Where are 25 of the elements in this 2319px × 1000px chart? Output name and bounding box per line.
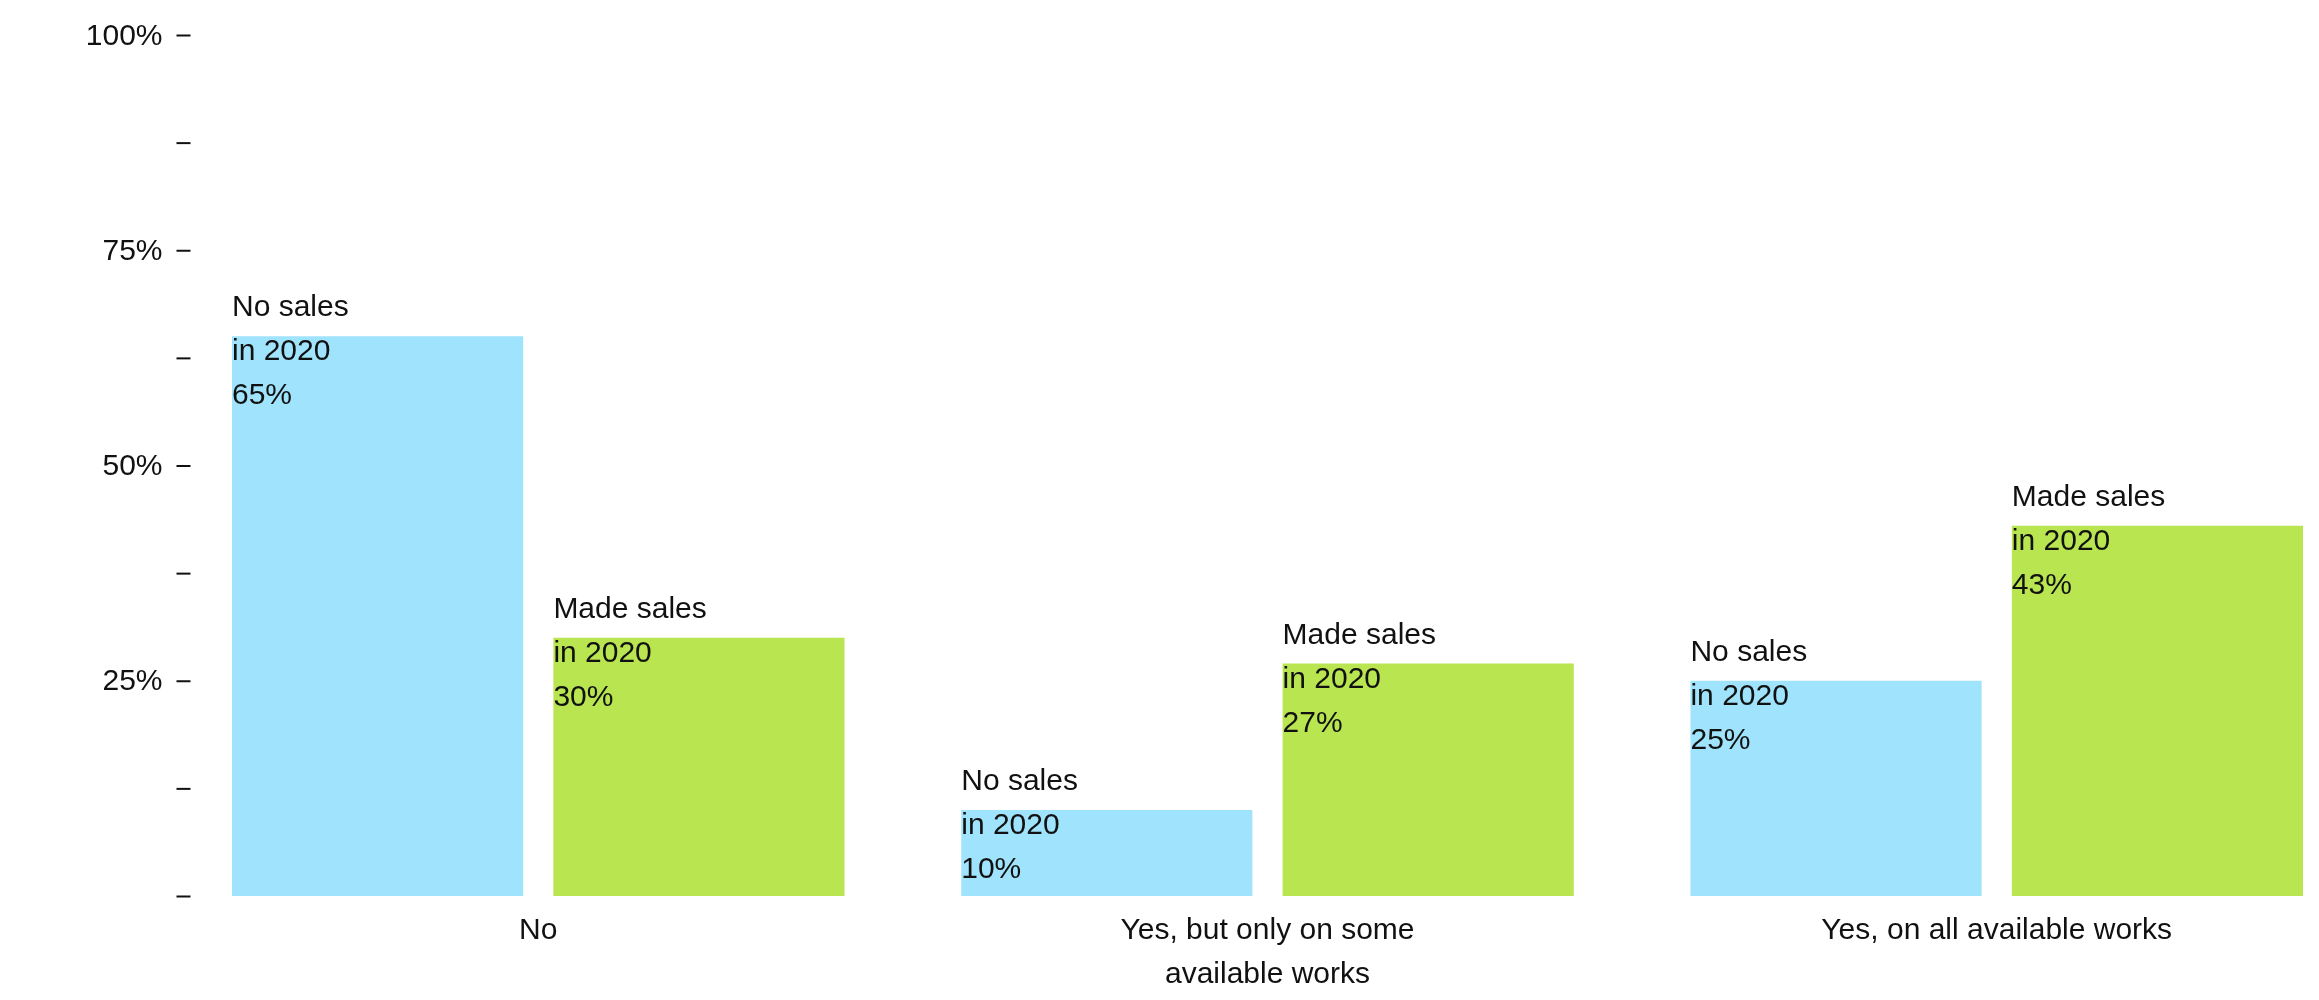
series-label: Made sales in 2020 [553, 590, 707, 668]
x-tick-label: Yes, on all available works [1821, 911, 2173, 945]
text: Made sales in 2020 [2011, 478, 2166, 556]
y-tick-label: 25% [102, 663, 163, 697]
text: No sales in 2020 [961, 762, 1078, 840]
data-label: 25% [1690, 721, 1751, 755]
bar [553, 637, 845, 896]
y-tick-label: 75% [102, 232, 163, 266]
x-tick-label: Yes, but only on some available works [1120, 911, 1415, 989]
text: No sales in 2020 [1690, 633, 1808, 711]
x-tick-label: No [519, 911, 558, 945]
series-label: No sales in 2020 [232, 289, 349, 367]
bar [1282, 663, 1574, 896]
data-label: 43% [2011, 566, 2072, 600]
y-tick-label: 100% [85, 17, 163, 51]
data-label: 27% [1282, 704, 1343, 738]
y-tick-label: 50% [102, 448, 163, 481]
text: Made sales in 2020 [1282, 616, 1437, 694]
data-label: 65% [232, 377, 293, 411]
bar [232, 336, 524, 896]
bar [961, 809, 1253, 896]
data-label: 10% [961, 850, 1022, 884]
bar [1690, 680, 1982, 896]
data-label: 30% [553, 678, 614, 712]
bar [2011, 525, 2303, 896]
